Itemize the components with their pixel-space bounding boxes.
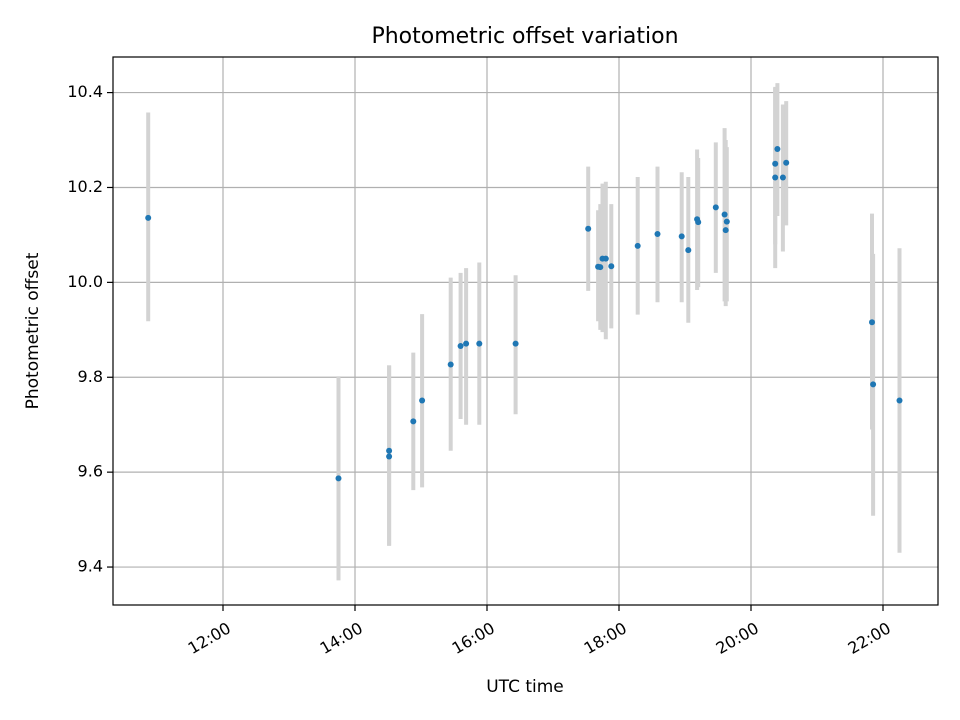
data-point bbox=[772, 160, 779, 167]
data-point bbox=[685, 247, 692, 254]
data-point bbox=[870, 381, 877, 388]
data-point bbox=[335, 475, 342, 482]
x-tick-label: 22:00 bbox=[845, 618, 894, 658]
y-tick-label: 9.8 bbox=[78, 367, 103, 386]
data-point bbox=[774, 146, 781, 153]
y-tick-label: 10.2 bbox=[67, 177, 103, 196]
data-point bbox=[386, 453, 393, 460]
error-bars bbox=[146, 83, 902, 581]
chart-title: Photometric offset variation bbox=[371, 24, 678, 49]
data-points bbox=[145, 146, 903, 482]
plot-frame bbox=[112, 56, 939, 606]
data-point bbox=[410, 418, 417, 425]
data-point bbox=[512, 340, 519, 347]
y-tick-label: 10.4 bbox=[67, 82, 103, 101]
data-point bbox=[386, 447, 393, 454]
x-tick-label: 12:00 bbox=[185, 618, 234, 658]
data-point bbox=[463, 340, 470, 347]
x-axis-label: UTC time bbox=[486, 677, 564, 697]
y-tick-label: 9.6 bbox=[78, 462, 103, 481]
y-tick-label: 10.0 bbox=[67, 272, 103, 291]
data-point bbox=[779, 174, 786, 181]
data-point bbox=[145, 214, 152, 221]
data-point bbox=[608, 263, 615, 270]
data-point bbox=[783, 159, 790, 166]
data-point bbox=[447, 361, 454, 368]
y-axis-label: Photometric offset bbox=[23, 252, 43, 409]
data-point bbox=[419, 397, 426, 404]
data-point bbox=[602, 255, 609, 262]
data-point bbox=[896, 397, 903, 404]
data-point bbox=[654, 230, 661, 237]
data-point bbox=[869, 319, 875, 326]
data-point bbox=[597, 264, 604, 271]
data-point bbox=[712, 204, 719, 211]
data-point bbox=[721, 211, 728, 218]
data-point bbox=[634, 242, 641, 249]
x-tick-label: 20:00 bbox=[713, 618, 762, 658]
x-tick-label: 14:00 bbox=[317, 618, 366, 658]
data-point bbox=[457, 342, 464, 349]
data-point bbox=[476, 340, 483, 347]
data-point bbox=[695, 219, 702, 226]
x-tick-label: 18:00 bbox=[581, 618, 630, 658]
data-point bbox=[723, 218, 730, 225]
y-tick-label: 9.4 bbox=[78, 557, 103, 576]
data-point bbox=[722, 227, 729, 234]
grid bbox=[113, 57, 938, 605]
data-point bbox=[772, 174, 779, 181]
data-point bbox=[678, 233, 685, 240]
data-point bbox=[585, 225, 592, 232]
x-tick-label: 16:00 bbox=[449, 618, 498, 658]
